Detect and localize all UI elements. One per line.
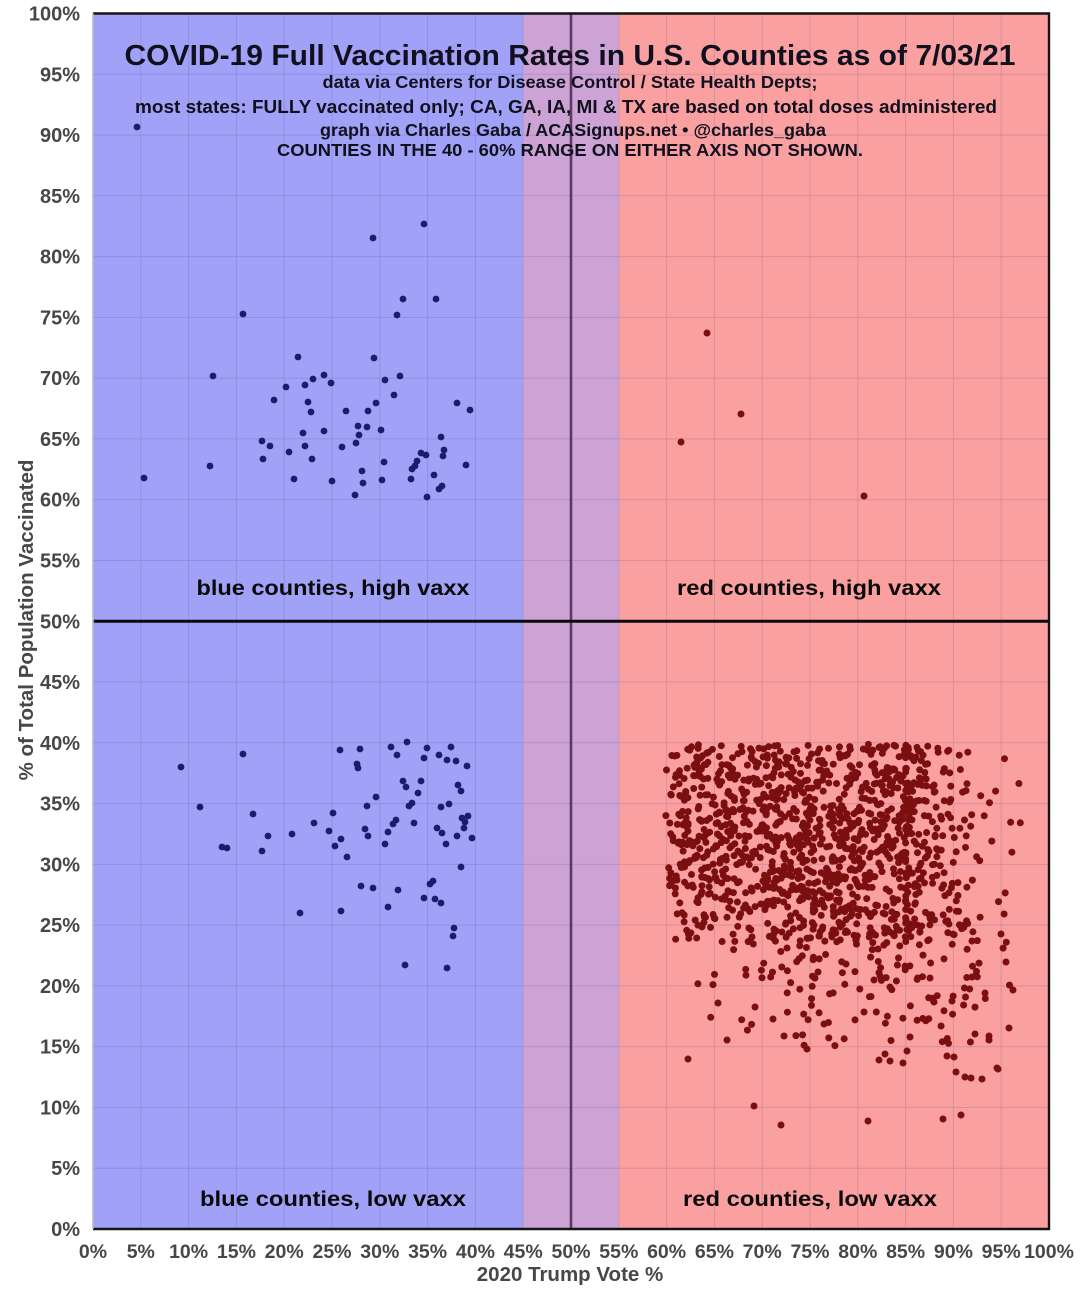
svg-text:2020 Trump Vote %: 2020 Trump Vote % [477,1263,663,1286]
svg-text:data via Centers for Disease C: data via Centers for Disease Control / S… [323,72,818,92]
svg-text:85%: 85% [886,1241,925,1263]
svg-text:85%: 85% [40,186,80,208]
svg-text:35%: 35% [408,1241,447,1263]
svg-text:95%: 95% [982,1241,1021,1263]
svg-text:90%: 90% [934,1241,973,1263]
svg-text:65%: 65% [40,429,80,451]
svg-text:70%: 70% [40,368,80,390]
svg-text:15%: 15% [40,1037,80,1059]
svg-text:blue counties, low vaxx: blue counties, low vaxx [200,1187,466,1211]
svg-text:55%: 55% [40,550,80,572]
svg-text:35%: 35% [40,794,80,816]
svg-text:red counties, high vaxx: red counties, high vaxx [677,576,941,600]
svg-text:50%: 50% [40,611,80,633]
svg-text:75%: 75% [790,1241,829,1263]
svg-text:50%: 50% [551,1241,590,1263]
svg-text:100%: 100% [1024,1241,1074,1263]
svg-text:% of Total Population Vaccinat: % of Total Population Vaccinated [15,460,38,781]
svg-text:70%: 70% [743,1241,782,1263]
svg-text:30%: 30% [360,1241,399,1263]
svg-text:20%: 20% [265,1241,304,1263]
svg-text:most states: FULLY vaccinated: most states: FULLY vaccinated only; CA, … [135,97,997,117]
svg-text:80%: 80% [838,1241,877,1263]
svg-text:25%: 25% [312,1241,351,1263]
svg-text:5%: 5% [127,1241,155,1263]
svg-text:55%: 55% [599,1241,638,1263]
svg-text:red counties, low vaxx: red counties, low vaxx [683,1187,937,1211]
svg-text:30%: 30% [40,854,80,876]
svg-text:75%: 75% [40,307,80,329]
svg-text:45%: 45% [504,1241,543,1263]
svg-text:0%: 0% [79,1241,107,1263]
svg-text:25%: 25% [40,915,80,937]
svg-text:0%: 0% [51,1219,80,1241]
svg-text:graph via Charles Gaba / ACASi: graph via Charles Gaba / ACASignups.net … [320,120,826,140]
svg-text:45%: 45% [40,672,80,694]
svg-text:90%: 90% [40,125,80,147]
svg-text:60%: 60% [647,1241,686,1263]
svg-text:10%: 10% [40,1097,80,1119]
svg-text:80%: 80% [40,247,80,269]
svg-text:40%: 40% [456,1241,495,1263]
svg-text:COVID-19 Full Vaccination Rate: COVID-19 Full Vaccination Rates in U.S. … [125,40,1016,72]
svg-text:20%: 20% [40,976,80,998]
svg-text:10%: 10% [169,1241,208,1263]
svg-text:95%: 95% [40,64,80,86]
svg-text:15%: 15% [217,1241,256,1263]
svg-text:65%: 65% [695,1241,734,1263]
svg-text:40%: 40% [40,733,80,755]
svg-text:blue counties, high vaxx: blue counties, high vaxx [197,576,470,600]
svg-text:100%: 100% [29,4,80,26]
svg-text:COUNTIES IN THE 40 - 60% RANGE: COUNTIES IN THE 40 - 60% RANGE ON EITHER… [277,140,863,160]
svg-text:60%: 60% [40,490,80,512]
svg-text:5%: 5% [51,1158,80,1180]
